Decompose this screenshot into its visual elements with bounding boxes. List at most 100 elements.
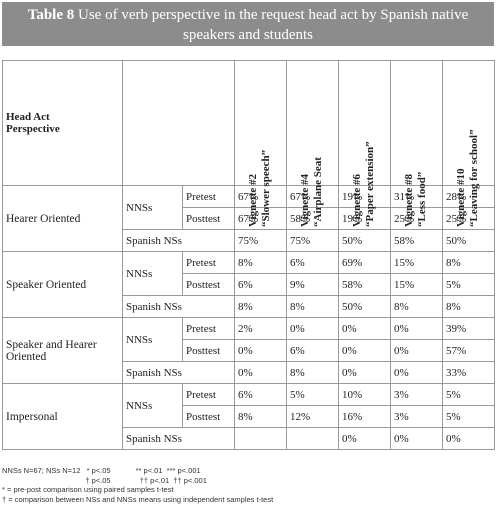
header-vignette-4: Vignette #4 “Airplane Seat [286,60,339,227]
value-cell: 6% [286,251,339,274]
value-cell: 0% [338,317,391,340]
value-cell: 75% [234,229,287,252]
value-cell: 50% [338,229,391,252]
header-vignette-8: Vignette #8 “Less food” [390,60,443,227]
nns-label: NNSs [122,383,183,428]
group-label: Speaker and Hearer Oriented [2,317,123,384]
value-cell: 57% [442,339,495,362]
value-cell: 0% [234,361,287,384]
value-cell: 6% [286,339,339,362]
header-perspective: Head Act Perspective [2,60,123,186]
nns-label: NNSs [122,317,183,362]
value-cell: 8% [234,405,287,428]
header-vignette-2: Vignette #2 “Slower speech” [234,60,287,227]
pretest-label: Pretest [182,383,235,406]
spanish-ns-label: Spanish NSs [122,295,235,318]
footnote-2: † p<.05 †† p<.01 †† p<.001 [2,475,207,485]
value-cell: 39% [442,317,495,340]
footnote-1: NNSs N=67; NSs N=12 * p<.05 ** p<.01 ***… [2,466,201,475]
pretest-label: Pretest [182,251,235,274]
table-caption: Use of verb perspective in the request h… [74,7,469,43]
posttest-label: Posttest [182,405,235,428]
value-cell: 16% [338,405,391,428]
value-cell: 5% [442,383,495,406]
group-label: Hearer Oriented [2,185,123,252]
table-row: Posttest 67% 58% 19% 25% 25% [3,207,495,230]
value-cell: 58% [286,207,339,230]
group-label: Speaker Oriented [2,251,123,318]
table-row: Speaker Oriented NNSs Pretest 8% 6% 69% 15% 8% [2,251,495,318]
value-cell: 9% [286,273,339,296]
table-row: Speaker and Hearer Oriented NNSs Pretest 2%… [2,317,495,384]
value-cell: 6% [234,273,287,296]
value-cell: 0% [338,427,391,450]
value-cell: 15% [390,273,443,296]
value-cell: 0% [390,317,443,340]
value-cell: 5% [442,405,495,428]
pretest-label: Pretest [182,317,235,340]
value-cell: 10% [338,383,391,406]
value-cell: 19% [338,207,391,230]
value-cell: 33% [442,361,495,384]
footnote-3: * = pre-post comparison using paired sam… [2,485,174,494]
table-row: Posttest 0% 6% 0% 0% 57% [3,339,495,362]
value-cell: 0% [234,339,287,362]
value-cell: 8% [234,251,287,274]
value-cell: 0% [338,361,391,384]
value-cell: 69% [338,251,391,274]
value-cell: 58% [338,273,391,296]
header-vignette-6: Vignette #6 “Paper extension” [338,60,391,227]
value-cell: 8% [286,361,339,384]
value-cell: 0% [390,427,443,450]
footnote-4: † = comparison between NSs and NNSs mean… [2,494,274,504]
table-row: Impersonal NNSs Pretest 6% 5% 10% 3% 5% [2,383,495,450]
value-cell: 0% [390,361,443,384]
spanish-ns-label: Spanish NSs [122,361,235,384]
header-vignette-10: Vignette #10 “Leaving for school” [442,60,495,227]
value-cell: 5% [442,273,495,296]
table-footnotes: NNSs N=67; NSs N=12 * p<.05 ** p<.01 ***… [2,466,273,504]
header-blank [122,60,235,186]
value-cell: 8% [442,251,495,274]
table-row: Hearer Oriented NNSs Pretest 67% 67% 19% 31% 28… [2,185,495,252]
value-cell: 8% [442,295,495,318]
posttest-label: Posttest [182,207,235,230]
data-table: Head Act Perspective Vignette #2 “Slower … [2,60,495,450]
table-row: Spanish NSs 75% 75% 50% 58% 50% [3,229,495,252]
value-cell: 50% [338,295,391,318]
value-cell: 0% [286,317,339,340]
header-label-2: Perspective [6,123,60,135]
table-title: Table 8 Use of verb perspective in the r… [2,2,494,46]
value-cell: 0% [390,339,443,362]
value-cell: 58% [390,229,443,252]
value-cell [286,427,339,450]
nns-label: NNSs [122,251,183,296]
table-row: Spanish NSs 0% 0% 0% [3,427,495,450]
value-cell: 6% [234,383,287,406]
spanish-ns-label: Spanish NSs [122,229,235,252]
value-cell: 0% [338,339,391,362]
value-cell: 50% [442,229,495,252]
value-cell: 15% [390,251,443,274]
table-number: Table 8 [27,7,75,23]
table-row: Spanish NSs 0% 8% 0% 0% 33% [3,361,495,384]
nns-label: NNSs [122,185,183,230]
value-cell: 8% [286,295,339,318]
value-cell: 12% [286,405,339,428]
table-row: Posttest 6% 9% 58% 15% 5% [3,273,495,296]
value-cell: 8% [390,295,443,318]
posttest-label: Posttest [182,339,235,362]
value-cell: 0% [442,427,495,450]
spanish-ns-label: Spanish NSs [122,427,235,450]
value-cell: 75% [286,229,339,252]
value-cell: 3% [390,383,443,406]
header-row: Head Act Perspective Vignette #2 “Slower … [2,60,495,227]
value-cell: 67% [234,207,287,230]
group-label: Impersonal [2,383,123,450]
value-cell [234,427,287,450]
value-cell: 2% [234,317,287,340]
value-cell: 3% [390,405,443,428]
header-label-1: Head Act [6,111,50,123]
value-cell: 5% [286,383,339,406]
value-cell: 28% [442,185,495,208]
